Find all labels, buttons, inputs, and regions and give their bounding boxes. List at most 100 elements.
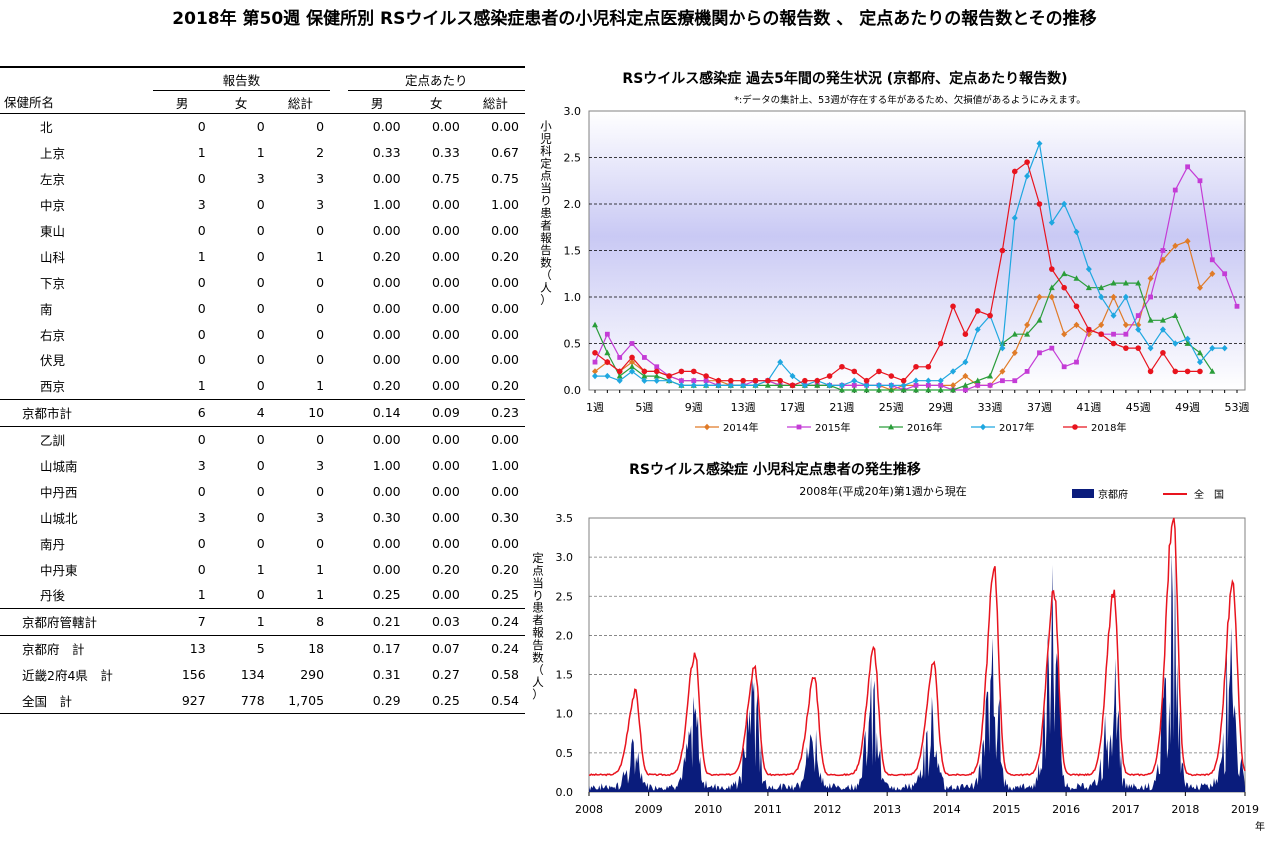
data-point [962,372,969,380]
row-value: 1.00 [491,458,519,474]
row-value: 4 [256,405,265,421]
data-point [1086,327,1092,332]
svg-text:当: 当 [532,576,544,590]
svg-text:報: 報 [540,231,552,245]
data-point [1024,159,1030,165]
row-value: 0 [256,378,265,394]
data-point [888,373,895,379]
row-value: 0.00 [372,535,401,551]
row-value: 2 [316,145,325,161]
row-value: 134 [240,667,265,683]
row-value: 0.25 [431,693,460,709]
legend-label: 2018年 [1091,421,1126,434]
table-row: 下京 0 0 0 0.00 0.00 0.00 [0,269,525,295]
data-point [641,368,648,375]
row-value: 1.00 [372,458,401,474]
legend-label: 2017年 [999,421,1034,434]
x-tick-label: 2010 [694,803,722,816]
row-name: 下京 [40,275,66,291]
data-point [851,368,858,375]
table-row: 京都市計 6 4 10 0.14 0.09 0.23 [0,399,525,427]
row-value: 0.67 [491,145,519,161]
row-value: 0.17 [372,641,401,657]
data-point [827,382,832,388]
data-point [937,377,944,384]
data-point [1024,331,1031,337]
y-tick-label: 0.0 [556,786,574,799]
row-value: 0 [197,223,206,238]
data-point [1036,293,1043,301]
svg-text:患: 患 [532,601,544,615]
data-point [1184,368,1191,375]
data-point [789,382,796,389]
row-value: 0.00 [431,197,460,213]
row-value: 0.00 [431,458,460,474]
data-point [1085,284,1092,291]
table-row: 山城北 3 0 3 0.30 0.00 0.30 [0,504,525,530]
data-point [1135,313,1141,318]
data-point [838,386,845,393]
data-point [1196,349,1203,356]
data-point [592,350,598,356]
gap-cell [330,321,347,347]
legend-label: 京都府 [1098,488,1128,501]
data-point [1036,140,1043,147]
data-point [1172,187,1178,193]
data-point [888,386,895,393]
row-value: 0 [316,352,325,368]
chart-title: RSウイルス感染症 小児科定点患者の発生推移 [629,461,921,478]
row-value: 0.00 [372,561,401,577]
y-tick-label: 3.0 [564,105,582,118]
data-point [653,377,660,384]
data-point [1024,369,1030,374]
data-point [604,331,610,337]
gap-cell [330,347,347,373]
row-value: 0.00 [372,432,401,448]
data-point [888,382,895,389]
data-point [678,382,685,389]
svg-text:人: 人 [532,675,544,689]
table-row: 左京 0 3 3 0.00 0.75 0.75 [0,166,525,192]
data-point [1098,331,1104,337]
row-value: 0.00 [431,274,460,290]
chart-subtitle: 2008年(平成20年)第1週から現在 [799,484,967,498]
row-value: 0.20 [372,248,401,264]
data-point [974,382,981,389]
svg-text:（: （ [540,268,552,282]
data-point [1221,344,1228,352]
data-point [1098,331,1104,338]
svg-text:人: 人 [540,280,552,294]
data-point [1197,178,1203,184]
gap-cell [330,688,347,714]
data-point [753,378,758,384]
table-row: 北 0 0 0 0.00 0.00 0.00 [0,114,525,140]
svg-text:小: 小 [540,119,552,133]
x-tick-label: 2008 [575,803,603,816]
row-name: 東山 [40,224,66,239]
table-row: 丹後 1 0 1 0.25 0.00 0.25 [0,582,525,608]
data-point [1184,335,1191,343]
data-point [679,378,684,384]
kyoto-area [589,553,1245,792]
gap-cell [330,373,347,399]
data-point [1073,303,1080,310]
row-value: 0.20 [491,561,519,577]
data-point [851,386,858,393]
row-value: 0 [197,432,206,448]
row-value: 0.29 [372,693,401,709]
row-value: 0.09 [431,405,460,421]
row-value: 1 [316,378,325,394]
row-value: 0 [316,274,325,290]
data-point [604,349,611,356]
row-value: 1 [316,248,325,264]
svg-text:科: 科 [540,144,552,158]
row-name: 乙訓 [40,433,66,449]
data-point [1123,345,1129,351]
row-name: 中丹西 [40,484,78,500]
report-table: 報告数 定点あたり 保健所名 男 女 総計 男 女 総計北 0 0 0 0.00 0.00 0.00 上京 1 1… [0,66,525,714]
data-point [1135,345,1142,351]
x-tick-label: 5週 [635,401,653,414]
row-value: 3 [256,171,265,187]
gap-cell [330,635,347,661]
